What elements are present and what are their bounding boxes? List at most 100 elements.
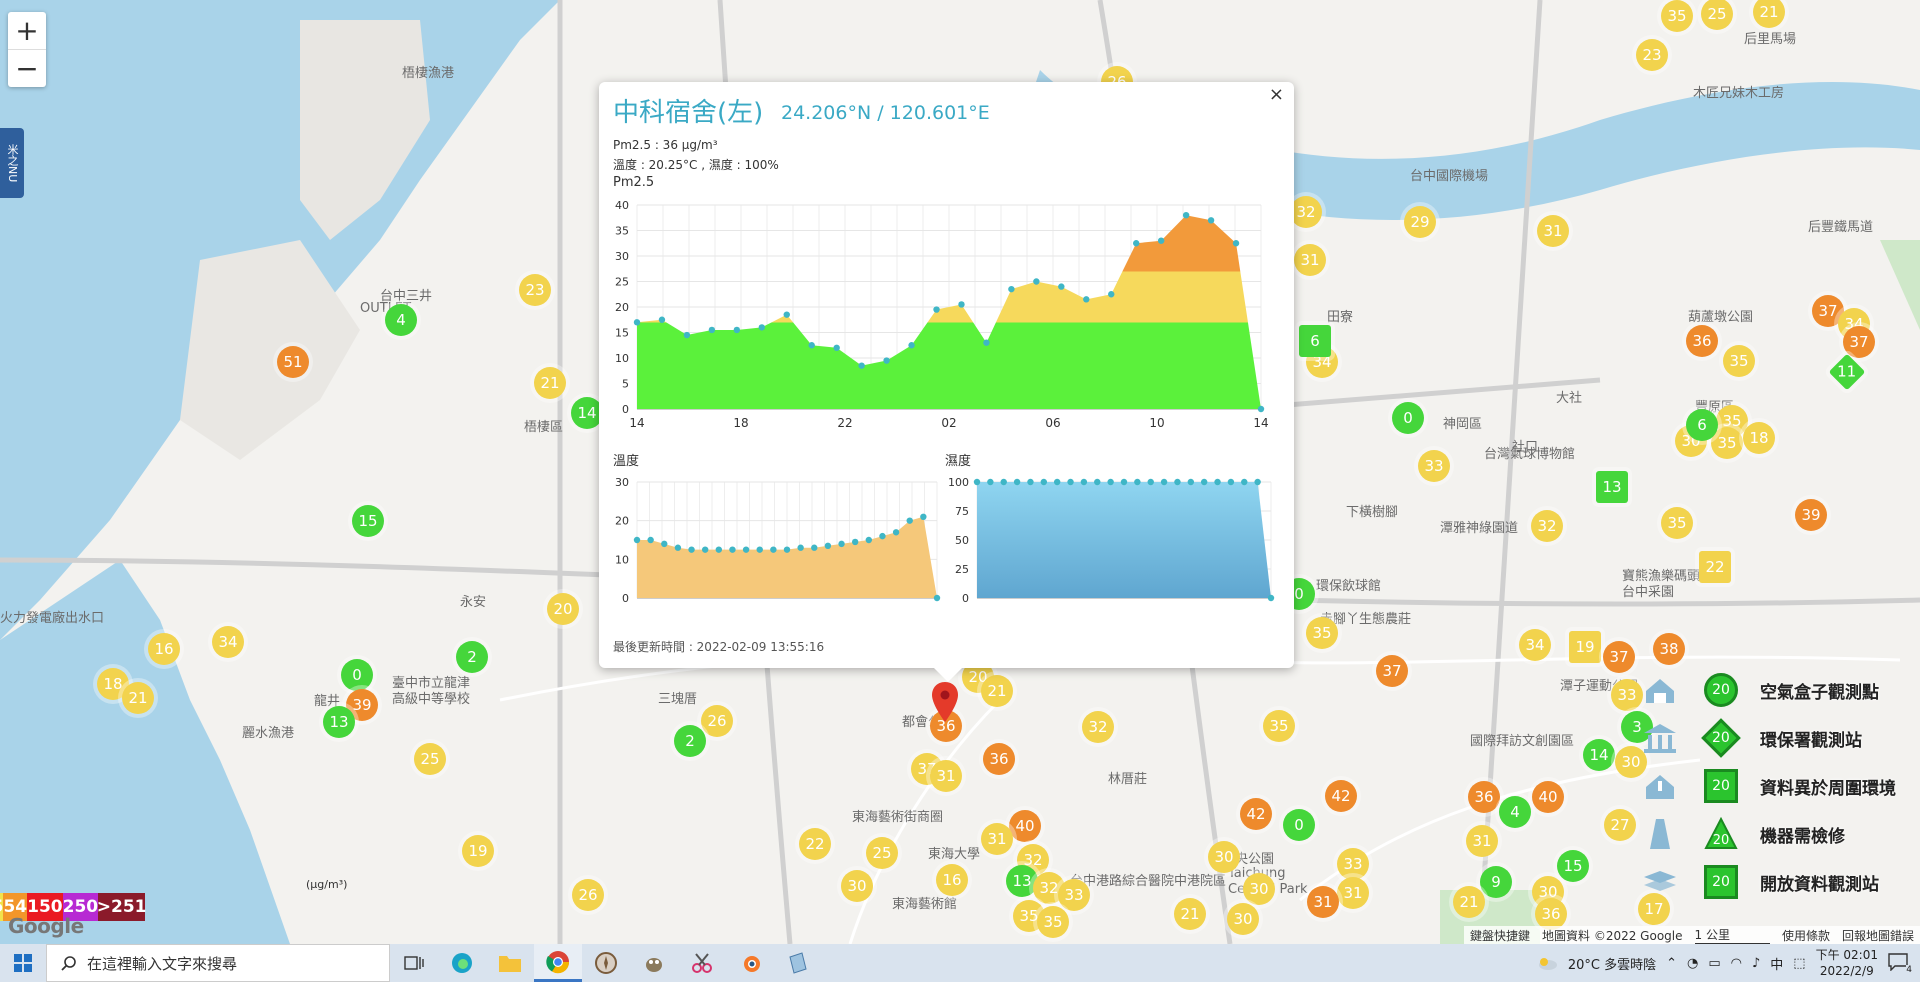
station-marker[interactable]: 40 bbox=[1009, 810, 1041, 842]
task-view-button[interactable] bbox=[390, 944, 438, 982]
station-marker[interactable]: 31 bbox=[1537, 215, 1569, 247]
station-marker[interactable]: 30 bbox=[1208, 841, 1240, 873]
station-marker[interactable]: 31 bbox=[930, 760, 962, 792]
terms-link[interactable]: 使用條款 bbox=[1781, 928, 1830, 943]
zoom-out-button[interactable]: − bbox=[15, 52, 39, 85]
file-explorer-app[interactable] bbox=[486, 944, 534, 982]
station-marker[interactable]: 31 bbox=[1307, 886, 1339, 918]
close-popup-button[interactable]: × bbox=[1268, 84, 1284, 105]
station-marker[interactable]: 19 bbox=[1569, 631, 1601, 663]
station-marker[interactable]: 38 bbox=[1653, 633, 1685, 665]
station-marker[interactable]: 35 bbox=[1263, 710, 1295, 742]
station-marker[interactable]: 35 bbox=[1037, 906, 1069, 938]
station-marker[interactable]: 15 bbox=[352, 505, 384, 537]
station-marker[interactable]: 9 bbox=[1480, 866, 1512, 898]
network-icon[interactable]: ◔ bbox=[1687, 955, 1699, 971]
station-marker[interactable]: 36 bbox=[1686, 325, 1718, 357]
station-marker[interactable]: 33 bbox=[1418, 450, 1450, 482]
station-marker[interactable]: 33 bbox=[1337, 848, 1369, 880]
station-marker[interactable]: 51 bbox=[277, 346, 309, 378]
chevron-up-icon[interactable]: ⌃ bbox=[1666, 955, 1677, 971]
station-marker[interactable]: 37 bbox=[1603, 641, 1635, 673]
notepad-app[interactable] bbox=[774, 944, 822, 982]
station-marker[interactable]: 0 bbox=[1392, 402, 1424, 434]
station-marker[interactable]: 19 bbox=[462, 835, 494, 867]
station-marker[interactable]: 42 bbox=[1325, 780, 1357, 812]
edge-app[interactable] bbox=[438, 944, 486, 982]
station-marker[interactable]: 21 bbox=[981, 675, 1013, 707]
station-marker[interactable]: 25 bbox=[866, 837, 898, 869]
station-marker[interactable]: 22 bbox=[1699, 551, 1731, 583]
station-marker[interactable]: 26 bbox=[701, 705, 733, 737]
station-marker[interactable]: 0 bbox=[341, 659, 373, 691]
station-marker[interactable]: 21 bbox=[1753, 0, 1785, 28]
station-marker[interactable]: 14 bbox=[1583, 739, 1615, 771]
ime-indicator[interactable]: 中 bbox=[1770, 957, 1784, 973]
side-panel-tab[interactable]: 米之NU bbox=[0, 128, 24, 198]
station-marker[interactable]: 33 bbox=[1058, 879, 1090, 911]
station-marker[interactable]: 35 bbox=[1711, 427, 1743, 459]
station-marker[interactable]: 15 bbox=[1557, 850, 1589, 882]
station-marker[interactable]: 34 bbox=[212, 626, 244, 658]
station-marker[interactable]: 31 bbox=[1337, 877, 1369, 909]
compass-app[interactable] bbox=[582, 944, 630, 982]
station-marker[interactable]: 13 bbox=[1006, 865, 1038, 897]
station-marker[interactable]: 31 bbox=[981, 823, 1013, 855]
station-marker[interactable]: 21 bbox=[122, 682, 154, 714]
station-marker[interactable]: 14 bbox=[571, 397, 603, 429]
station-marker[interactable]: 13 bbox=[323, 706, 355, 738]
keyboard-shortcuts-link[interactable]: 鍵盤快捷鍵 bbox=[1470, 928, 1531, 943]
station-marker[interactable]: 3 bbox=[1621, 711, 1653, 743]
station-marker[interactable]: 30 bbox=[841, 870, 873, 902]
snipping-tool-app[interactable] bbox=[678, 944, 726, 982]
zoom-in-button[interactable]: + bbox=[8, 12, 46, 50]
station-marker[interactable]: 35 bbox=[1723, 345, 1755, 377]
station-marker[interactable]: 32 bbox=[1290, 196, 1322, 228]
selected-location-pin[interactable] bbox=[932, 682, 958, 726]
taskbar-search-box[interactable]: 在這裡輸入文字來搜尋 bbox=[46, 944, 390, 982]
clock[interactable]: 下午 02:01 2022/2/9 bbox=[1816, 947, 1878, 979]
station-marker[interactable]: 2 bbox=[456, 641, 488, 673]
station-marker[interactable]: 4 bbox=[1499, 796, 1531, 828]
station-marker[interactable]: 40 bbox=[1532, 781, 1564, 813]
station-marker[interactable]: 2 bbox=[674, 725, 706, 757]
station-marker[interactable]: 16 bbox=[148, 633, 180, 665]
chrome-app[interactable] bbox=[534, 944, 582, 982]
station-marker[interactable]: 30 bbox=[1243, 873, 1275, 905]
station-marker[interactable]: 16 bbox=[936, 864, 968, 896]
report-error-link[interactable]: 回報地圖錯誤 bbox=[1841, 928, 1914, 943]
station-marker[interactable]: 6 bbox=[1299, 325, 1331, 357]
station-marker[interactable]: 39 bbox=[1795, 499, 1827, 531]
station-marker[interactable]: 22 bbox=[799, 828, 831, 860]
station-marker[interactable]: 42 bbox=[1240, 798, 1272, 830]
station-marker[interactable]: 25 bbox=[1701, 0, 1733, 30]
station-marker[interactable]: 33 bbox=[1611, 679, 1643, 711]
station-marker[interactable]: 21 bbox=[534, 367, 566, 399]
station-marker[interactable]: 32 bbox=[1531, 510, 1563, 542]
station-marker[interactable]: 29 bbox=[1404, 206, 1436, 238]
station-marker[interactable]: 23 bbox=[1636, 39, 1668, 71]
station-marker[interactable]: 35 bbox=[1306, 617, 1338, 649]
station-marker[interactable]: 31 bbox=[1466, 825, 1498, 857]
station-marker[interactable]: 13 bbox=[1596, 471, 1628, 503]
station-marker[interactable]: 18 bbox=[97, 668, 129, 700]
notification-button[interactable]: 4 bbox=[1888, 953, 1912, 975]
station-marker[interactable]: 26 bbox=[572, 879, 604, 911]
station-marker[interactable]: 21 bbox=[1174, 898, 1206, 930]
station-marker[interactable]: 37 bbox=[1376, 655, 1408, 687]
station-marker[interactable]: 31 bbox=[1294, 244, 1326, 276]
station-marker[interactable]: 34 bbox=[1519, 629, 1551, 661]
gimp-app[interactable] bbox=[630, 944, 678, 982]
station-marker[interactable]: 18 bbox=[1743, 422, 1775, 454]
station-marker[interactable]: 35 bbox=[1661, 507, 1693, 539]
station-marker[interactable]: 27 bbox=[1604, 809, 1636, 841]
map-scale[interactable]: 1 公里 bbox=[1694, 926, 1770, 945]
station-marker[interactable]: 0 bbox=[1283, 809, 1315, 841]
station-marker[interactable]: 17 bbox=[1638, 893, 1670, 925]
station-marker[interactable]: 25 bbox=[414, 743, 446, 775]
weather-text[interactable]: 20°C 多雲時陰 bbox=[1567, 957, 1657, 973]
station-marker[interactable]: 30 bbox=[1615, 746, 1647, 778]
station-marker[interactable]: 32 bbox=[1082, 711, 1114, 743]
station-marker[interactable]: 37 bbox=[1843, 326, 1875, 358]
station-marker[interactable]: 35 bbox=[1661, 0, 1693, 32]
